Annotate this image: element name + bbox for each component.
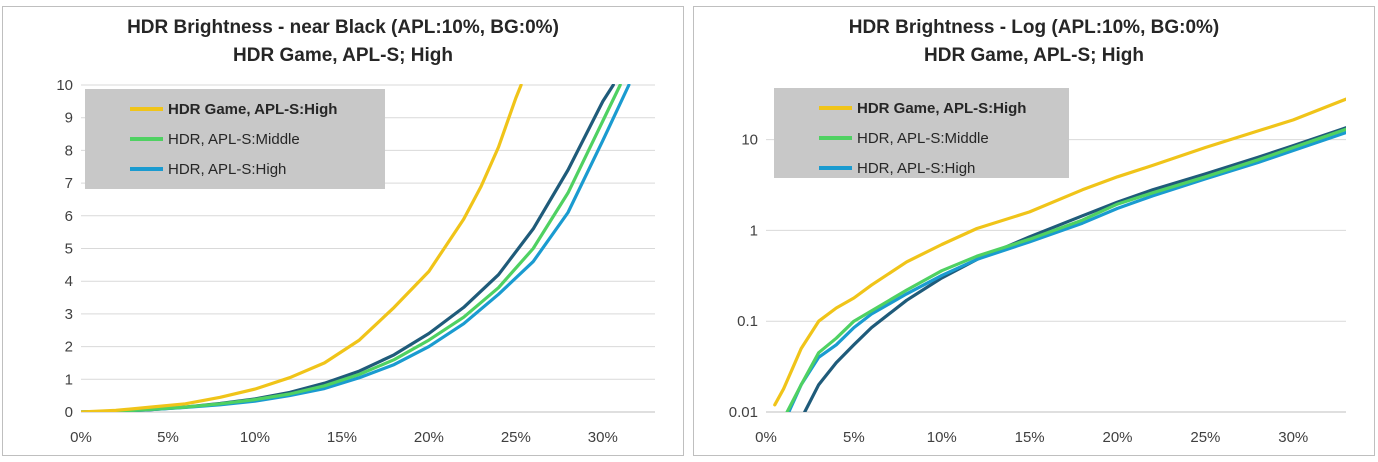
y-tick-label: 0 [65,404,73,421]
y-tick-label: 1 [65,371,73,388]
legend-label: HDR, APL-S:Middle [857,130,989,147]
chart-title: HDR Brightness - near Black (APL:10%, BG… [127,17,559,38]
x-tick-label: 5% [843,429,865,446]
x-tick-label: 25% [1190,429,1220,446]
x-tick-label: 15% [327,429,357,446]
x-tick-label: 30% [1278,429,1308,446]
chart-subtitle: HDR Game, APL-S; High [233,45,453,66]
y-tick-label: 8 [65,142,73,159]
series-line-hdr-game-apl-s-high [81,84,523,412]
x-tick-label: 0% [755,429,777,446]
y-tick-label: 7 [65,175,73,192]
chart-panel-log: HDR Brightness - Log (APL:10%, BG:0%) HD… [693,6,1375,456]
chart-title: HDR Brightness - Log (APL:10%, BG:0%) [848,17,1220,38]
x-tick-label: 20% [1102,429,1132,446]
y-tick-label: 10 [741,132,758,149]
series-line-hdr-apl-s-middle [785,127,1346,412]
legend-label: HDR, APL-S:Middle [168,131,300,148]
legend-label: HDR Game, APL-S:High [168,101,337,118]
x-tick-label: 30% [588,429,618,446]
y-tick-label: 3 [65,306,73,323]
linear-plot: 0 1 2 3 4 5 6 7 8 9 10 0% 5% 10% 15% 20% 25% 30% HDR Game,… [56,77,655,446]
series-line-hdr-apl-s-high [787,130,1346,412]
y-tick-label: 10 [56,77,73,94]
legend-label: HDR, APL-S:High [857,160,975,177]
y-tick-label: 1 [750,222,758,239]
chart-subtitle: HDR Game, APL-S; High [924,45,1144,66]
series-line-hdr-game-apl-s-high [773,97,1346,407]
legend-box [774,88,1069,178]
y-tick-label: 2 [65,339,73,356]
series-line-hdr-apl-s-middle [81,84,622,412]
y-tick-label: 0.01 [729,404,758,421]
x-tick-label: 15% [1015,429,1045,446]
legend-label: HDR, APL-S:High [168,161,286,178]
x-tick-label: 20% [414,429,444,446]
y-tick-label: 4 [65,273,73,290]
chart-panel-linear: HDR Brightness - near Black (APL:10%, BG… [2,6,684,456]
y-tick-label: 0.1 [737,313,758,330]
x-tick-label: 10% [240,429,270,446]
x-tick-label: 10% [927,429,957,446]
y-tick-label: 9 [65,110,73,127]
legend-label: HDR Game, APL-S:High [857,100,1026,117]
y-tick-label: 6 [65,208,73,225]
x-tick-label: 25% [501,429,531,446]
x-tick-label: 0% [70,429,92,446]
x-tick-label: 5% [157,429,179,446]
y-tick-label: 5 [65,241,73,258]
log-plot: 0.01 0.1 1 10 0% 5% 10% 15% 20% 25% 30% HDR Game, A… [729,88,1346,446]
